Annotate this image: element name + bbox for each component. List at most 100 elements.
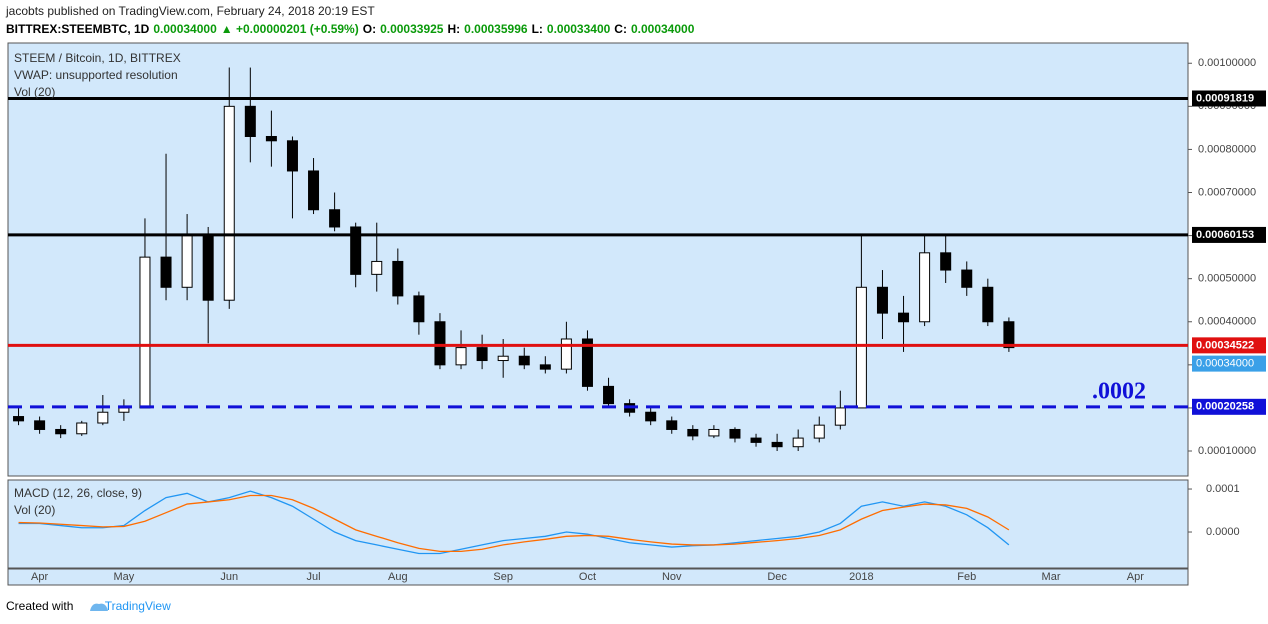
legend-label: STEEM / Bitcoin, 1D, BITTREX: [14, 51, 181, 65]
x-tick-label: Aug: [388, 571, 408, 583]
candle-body: [666, 420, 678, 430]
time-axis: [7, 568, 1189, 586]
y-tick-label: 0.00100000: [1198, 57, 1256, 69]
x-tick-label: Jul: [307, 571, 321, 583]
x-tick-label: Apr: [1127, 571, 1144, 583]
level-tag: [1192, 226, 1266, 243]
x-tick-label: 2018: [849, 571, 873, 583]
candle-body: [97, 411, 109, 424]
quote-item: H:: [447, 22, 461, 36]
y-tick-label: 0.00050000: [1198, 273, 1256, 285]
candle-body: [750, 437, 762, 443]
candle-body: [518, 355, 530, 366]
candle-body: [455, 347, 467, 366]
candle-body: [1003, 321, 1015, 349]
x-tick-label: Dec: [767, 571, 787, 583]
candle-body: [813, 424, 825, 439]
y-tick-label: 0.0001: [1206, 483, 1240, 495]
candle-body: [181, 235, 193, 288]
candle-body: [350, 226, 362, 275]
level-tag-label: 0.00020258: [1196, 401, 1254, 413]
candle-body: [13, 416, 25, 422]
main-pane: [7, 42, 1189, 477]
candle-body: [687, 428, 699, 437]
macd-pane: [7, 479, 1189, 569]
candle-body: [539, 364, 551, 370]
x-tick-label: Apr: [31, 571, 48, 583]
candle-body: [476, 347, 488, 362]
byline: jacobts published on TradingView.com, Fe…: [6, 4, 375, 18]
candle-body: [76, 422, 88, 435]
candle-body: [34, 420, 46, 430]
candle-body: [982, 286, 994, 323]
candle-body: [244, 105, 256, 137]
y-tick-label: 0.00040000: [1198, 316, 1256, 328]
x-tick-label: Sep: [493, 571, 513, 583]
candle-body: [371, 260, 383, 275]
candle-body: [118, 407, 130, 413]
candle-body: [202, 235, 214, 301]
quote-item: C:: [614, 22, 627, 36]
y-tick-label: 0.0000: [1206, 526, 1240, 538]
x-tick-label: Feb: [957, 571, 976, 583]
candle-body: [834, 407, 846, 426]
quote-item: 0.00035996: [464, 22, 528, 36]
footer: Created with TradingView: [6, 599, 171, 613]
candle-body: [286, 140, 298, 172]
candle-body: [961, 269, 973, 288]
candle-body: [139, 256, 151, 409]
quote-item: BITTREX:STEEMBTC, 1D: [6, 22, 150, 36]
level-tag: [1192, 337, 1266, 354]
level-tag-label: 0.00060153: [1196, 229, 1254, 241]
candle-body: [708, 428, 720, 437]
y-tick-label: 0.00080000: [1198, 143, 1256, 155]
macd-line: [18, 490, 1010, 555]
logo: [90, 603, 108, 611]
candle-body: [940, 252, 952, 271]
header: jacobts published on TradingView.com, Fe…: [6, 4, 698, 36]
candle-body: [792, 437, 804, 448]
legend-label: Vol (20): [14, 85, 55, 99]
candle-body: [55, 428, 67, 435]
candle-body: [771, 441, 783, 448]
legend-label: MACD (12, 26, close, 9): [14, 486, 142, 500]
macd-line: [18, 494, 1010, 553]
brand[interactable]: TradingView: [104, 599, 171, 613]
last-price-label: 0.00034000: [1196, 358, 1254, 370]
level-tag: [1192, 398, 1266, 415]
candle-body: [898, 312, 910, 323]
x-tick-label: Oct: [579, 571, 596, 583]
x-tick-label: May: [114, 571, 135, 583]
candle-body: [265, 135, 277, 142]
x-tick-label: Nov: [662, 571, 682, 583]
y-tick-label: 0.00010000: [1198, 445, 1256, 457]
candle-body: [329, 209, 341, 228]
annotation: .0002: [1092, 378, 1146, 404]
quote-item: O:: [362, 22, 377, 36]
x-tick-label: Jun: [220, 571, 238, 583]
quote-item: 0.00034000: [630, 22, 695, 36]
candle-body: [413, 295, 425, 323]
level-tag-label: 0.00091819: [1196, 92, 1254, 104]
candle-body: [223, 105, 235, 301]
legend-label: VWAP: unsupported resolution: [14, 68, 178, 82]
candle-body: [919, 252, 931, 323]
candle-body: [392, 260, 404, 297]
candle-body: [729, 428, 741, 439]
legend-label: Vol (20): [14, 503, 55, 517]
x-tick-label: Mar: [1042, 571, 1061, 583]
y-tick-label: 0.00070000: [1198, 186, 1256, 198]
created-with: Created with: [6, 599, 74, 613]
candle-body: [497, 355, 509, 362]
candle-body: [876, 286, 888, 314]
level-tag: [1192, 90, 1266, 107]
candle-body: [581, 338, 593, 387]
candle-body: [855, 286, 867, 409]
quote: BITTREX:STEEMBTC, 1D 0.00034000 ▲ +0.00000…: [6, 22, 698, 36]
quote-item: ▲ +0.00000201 (+0.59%): [220, 22, 359, 36]
quote-item: 0.00033925: [380, 22, 444, 36]
candle-body: [603, 385, 615, 405]
candle-body: [645, 411, 657, 422]
level-tag-label: 0.00034522: [1196, 339, 1254, 351]
